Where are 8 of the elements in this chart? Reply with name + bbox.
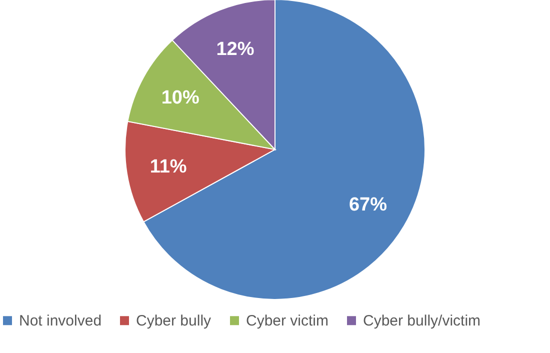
legend-label: Not involved	[19, 312, 102, 330]
legend-label: Cyber bully/victim	[363, 312, 481, 330]
data-label: 67%	[348, 194, 388, 216]
legend-label: Cyber bully	[136, 312, 212, 330]
data-label: 10%	[161, 87, 200, 108]
data-label: 11%	[150, 156, 187, 178]
legend-label: Cyber victim	[246, 312, 329, 330]
data-label: 12%	[216, 39, 254, 60]
